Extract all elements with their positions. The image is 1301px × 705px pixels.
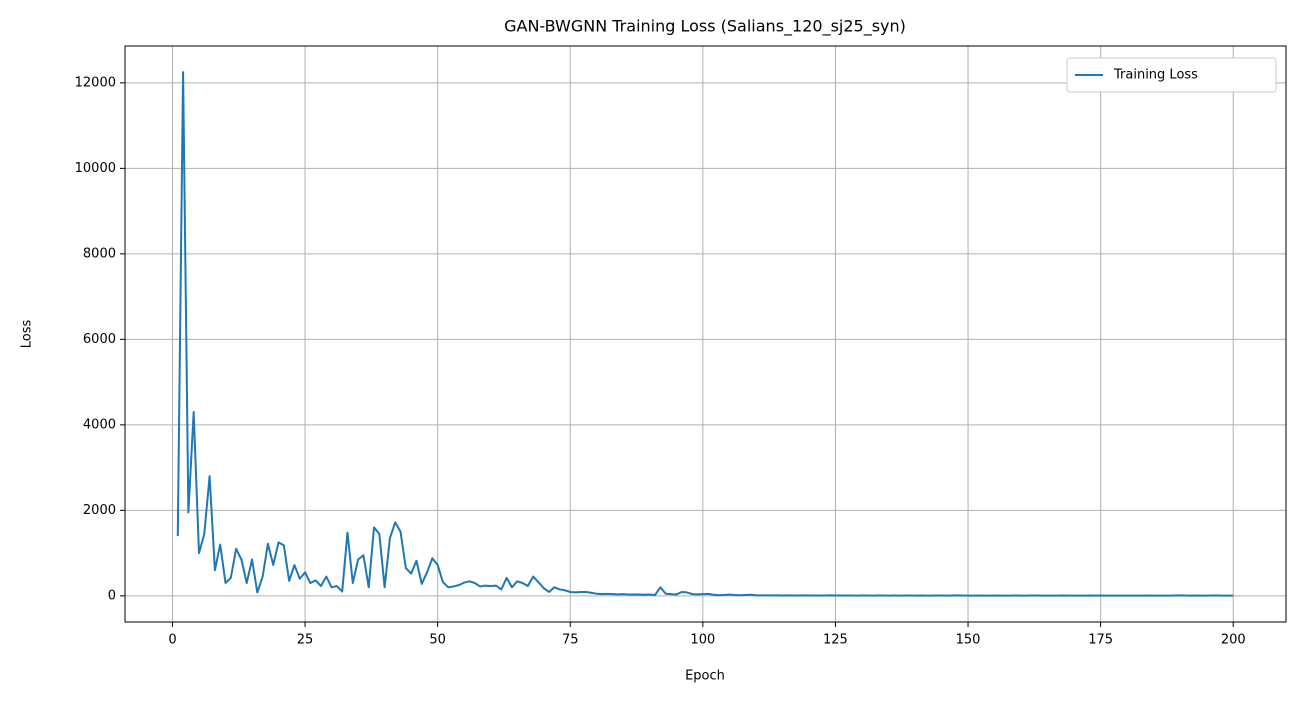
legend-box [1066,57,1277,93]
x-axis-label: Epoch [685,669,725,684]
x-tick-label: 75 [562,633,579,648]
x-tick-label: 0 [168,633,176,648]
x-tick-label: 125 [823,633,848,648]
chart-title: GAN-BWGNN Training Loss (Salians_120_sj2… [504,17,906,37]
x-tick-label: 150 [956,633,981,648]
x-tick-label: 175 [1088,633,1113,648]
y-tick-label: 0 [108,588,116,603]
y-axis-label: Loss [20,320,35,349]
y-tick-label: 8000 [83,246,116,261]
line-series [176,71,1234,597]
y-tick-label: 10000 [75,161,116,176]
legend: Training Loss [1066,57,1277,93]
x-tick-label: 50 [429,633,446,648]
y-tick-label: 6000 [83,332,116,347]
x-tick-label: 25 [297,633,314,648]
plot-frame [124,45,1287,623]
y-tick-label: 2000 [83,503,116,518]
y-tick-label: 4000 [83,417,116,432]
x-tick-label: 100 [690,633,715,648]
y-tick-label: 12000 [75,75,116,90]
legend-label: Training Loss [1113,68,1198,83]
x-tick-label: 200 [1221,633,1246,648]
